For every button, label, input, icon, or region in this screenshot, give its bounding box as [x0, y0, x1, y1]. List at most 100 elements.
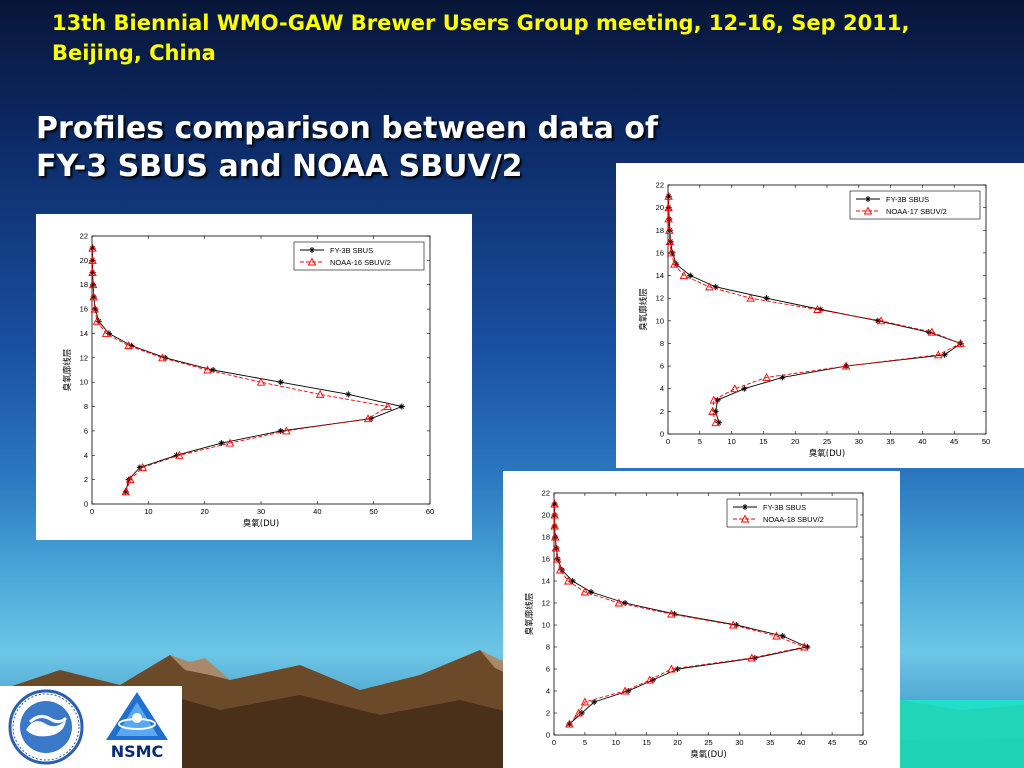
cma-logo-icon: [8, 689, 84, 765]
series-line-noaa: [554, 504, 806, 725]
data-point: [772, 631, 781, 640]
data-point: [121, 487, 131, 496]
data-point: [565, 719, 574, 728]
x-tick-label: 5: [583, 738, 587, 747]
data-point: [934, 350, 943, 359]
data-point: [927, 327, 937, 336]
data-point: [614, 598, 624, 607]
legend-label: FY-3B SBUS: [886, 195, 929, 204]
y-tick-label: 22: [80, 232, 88, 241]
data-point: [665, 225, 674, 234]
data-point: [88, 280, 98, 289]
x-tick-label: 35: [886, 437, 894, 446]
data-point: [670, 259, 679, 268]
data-point: [158, 353, 167, 362]
y-tick-label: 16: [542, 555, 550, 564]
data-point: [218, 440, 225, 447]
data-point: [708, 406, 717, 415]
x-tick-label: 25: [704, 738, 712, 747]
y-tick-label: 14: [542, 577, 550, 586]
chart-panel-noaa16: 0 10 20 30 40 50 60 0 2 4 6 8 10 12 14 16 18 20 22 臭氧(DU) 臭氧…: [36, 214, 472, 540]
data-point: [101, 329, 111, 337]
plot-area: [667, 184, 987, 435]
y-tick-label: 14: [80, 329, 88, 338]
y-tick-label: 0: [660, 430, 664, 439]
data-point: [550, 532, 560, 541]
x-tick-label: 10: [727, 437, 735, 446]
x-tick-label: 30: [257, 507, 265, 516]
x-tick-label: 60: [426, 507, 434, 516]
data-point: [383, 402, 393, 410]
legend-marker: [740, 514, 750, 523]
data-point: [282, 426, 291, 435]
y-tick-label: 2: [546, 709, 550, 718]
data-point: [711, 418, 720, 427]
legend: FY-3B SBUS NOAA-18 SBUV/2: [726, 498, 858, 528]
x-tick-label: 30: [855, 437, 863, 446]
y-tick-label: 6: [546, 665, 550, 674]
data-point: [203, 365, 212, 374]
data-point: [645, 675, 655, 684]
data-point: [620, 686, 630, 695]
data-point: [363, 414, 373, 423]
data-point: [126, 475, 135, 484]
nsmc-logo: NSMC: [92, 686, 182, 768]
x-tick-label: 20: [200, 507, 208, 516]
data-point: [664, 191, 673, 200]
data-point: [210, 367, 217, 373]
y-tick-label: 22: [542, 489, 550, 498]
y-tick-label: 6: [84, 426, 88, 435]
legend-marker: [307, 257, 317, 266]
data-point: [550, 521, 559, 530]
data-point: [225, 438, 235, 447]
nsmc-logo-text: NSMC: [110, 742, 164, 761]
y-tick-label: 18: [80, 280, 88, 289]
y-tick-label: 16: [656, 248, 664, 257]
chart-noaa18: 0 5 10 15 20 25 30 35 40 45 50 0 2 4 6 8 10 12 14 16 18 20 22 臭…: [524, 489, 867, 761]
data-point: [800, 642, 809, 651]
y-tick-label: 20: [80, 256, 88, 265]
data-point: [664, 203, 673, 212]
series-line-noaa: [92, 248, 389, 492]
x-tick-label: 50: [982, 437, 990, 446]
data-point: [709, 395, 719, 404]
x-axis-label: 臭氧(DU): [809, 448, 845, 459]
series-markers-noaa: [664, 191, 965, 427]
series-markers-noaa: [88, 243, 393, 496]
x-tick-label: 40: [797, 738, 805, 747]
data-point: [841, 361, 851, 370]
x-tick-label: 50: [859, 738, 867, 747]
y-tick-label: 22: [656, 181, 664, 190]
data-point: [580, 697, 590, 706]
chart-noaa16: 0 10 20 30 40 50 60 0 2 4 6 8 10 12 14 16 18 20 22 臭氧(DU) 臭氧…: [62, 232, 434, 530]
data-point: [666, 248, 676, 257]
x-tick-label: 20: [791, 437, 799, 446]
data-point: [876, 316, 886, 325]
y-tick-label: 0: [546, 731, 550, 740]
legend-marker: [865, 196, 871, 202]
meeting-header-line1: 13th Biennial WMO-GAW Brewer Users Group…: [52, 11, 910, 35]
x-tick-label: 40: [918, 437, 926, 446]
series-markers-noaa: [550, 499, 809, 728]
y-axis-label: 臭氧廓线层: [62, 349, 73, 392]
legend-label: FY-3B SBUS: [330, 246, 373, 255]
data-point: [89, 292, 98, 301]
data-point: [175, 450, 184, 459]
y-tick-label: 8: [84, 402, 88, 411]
x-tick-label: 0: [90, 507, 94, 516]
data-point: [138, 463, 147, 471]
legend: FY-3B SBUS NOAA-16 SBUV/2: [293, 241, 425, 271]
y-tick-label: 12: [656, 294, 664, 303]
data-point: [705, 282, 714, 291]
slide-title: Profiles comparison between data of FY-3…: [36, 110, 658, 186]
data-point: [256, 377, 266, 386]
data-point: [728, 620, 738, 629]
data-point: [746, 293, 755, 302]
data-point: [679, 271, 689, 279]
x-axis-label: 臭氧(DU): [690, 749, 726, 760]
meeting-header-line2: Beijing, China: [52, 41, 216, 65]
data-point: [88, 255, 97, 264]
data-point: [574, 708, 583, 717]
data-point: [277, 379, 284, 386]
y-axis-label: 臭氧廓线层: [524, 593, 535, 636]
